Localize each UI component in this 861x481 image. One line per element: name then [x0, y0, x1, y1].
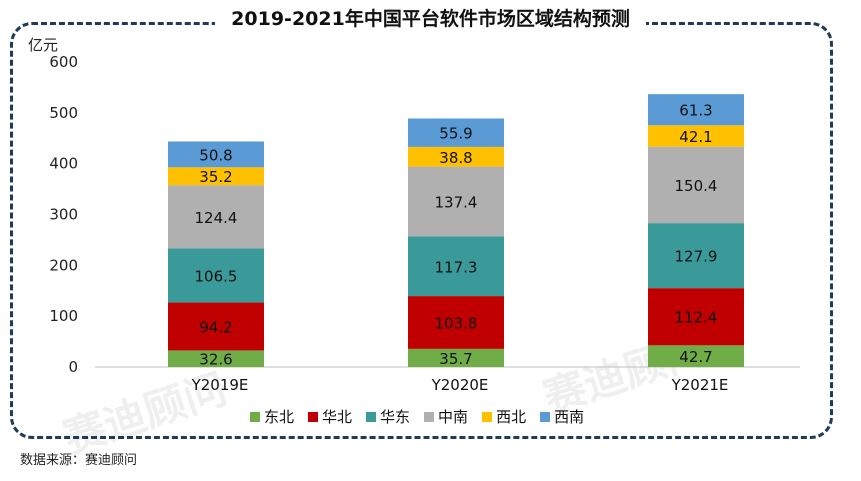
data-label: 42.7	[679, 348, 712, 366]
data-label: 106.5	[195, 267, 238, 285]
legend-item: 东北	[250, 406, 294, 427]
data-source: 数据来源：赛迪顾问	[20, 453, 138, 468]
y-tick-label: 300	[49, 206, 78, 224]
legend: 东北 华北 华东 中南 西北 西南	[250, 406, 584, 427]
bar-segment	[168, 350, 264, 367]
bar-segment	[168, 185, 264, 249]
chart-title: 2019-2021年中国平台软件市场区域结构预测	[215, 8, 646, 30]
bar-segment	[168, 302, 264, 351]
bar-segment	[168, 141, 264, 168]
bar-segment	[648, 94, 744, 126]
chart-title-wrap: 2019-2021年中国平台软件市场区域结构预测	[0, 4, 861, 31]
legend-label: 华北	[322, 408, 353, 426]
data-label: 50.8	[199, 146, 232, 164]
x-category-label: Y2019E	[191, 376, 249, 394]
data-label: 35.2	[199, 168, 232, 186]
y-tick-label: 400	[49, 155, 78, 173]
legend-item: 华东	[366, 406, 410, 427]
data-label: 32.6	[199, 351, 232, 369]
data-label: 124.4	[195, 209, 238, 227]
data-label: 127.9	[675, 248, 718, 266]
data-label: 103.8	[435, 314, 478, 332]
bar-segment	[648, 345, 744, 367]
legend-label: 华东	[380, 408, 411, 426]
data-label: 150.4	[675, 177, 718, 195]
bar-segment	[168, 248, 264, 303]
y-tick-label: 500	[49, 104, 78, 122]
bar-segment	[408, 118, 504, 147]
data-label: 94.2	[199, 318, 232, 336]
y-tick-label: 0	[68, 358, 78, 376]
bar-segment	[408, 166, 504, 237]
data-label: 35.7	[439, 350, 472, 368]
legend-item: 西北	[482, 406, 526, 427]
legend-swatch	[250, 411, 260, 422]
bar-segment	[648, 288, 744, 346]
bar-segment	[408, 296, 504, 349]
bar-segment	[648, 223, 744, 289]
legend-item: 西南	[540, 406, 584, 427]
x-category-label: Y2021E	[671, 376, 729, 394]
data-label: 117.3	[435, 258, 478, 276]
bar-segment	[648, 125, 744, 147]
legend-label: 西北	[496, 408, 527, 426]
y-tick-label: 600	[49, 53, 78, 71]
legend-swatch	[308, 411, 319, 422]
data-label: 42.1	[679, 128, 712, 146]
data-label: 55.9	[439, 125, 472, 143]
legend-swatch	[482, 411, 493, 422]
data-label: 137.4	[435, 194, 478, 212]
data-label: 61.3	[679, 102, 712, 120]
bar-segment	[408, 236, 504, 297]
y-axis-unit: 亿元	[28, 36, 59, 54]
data-label: 112.4	[675, 309, 718, 327]
legend-swatch	[540, 411, 551, 422]
legend-item: 中南	[424, 406, 468, 427]
bar-segment	[648, 146, 744, 224]
legend-label: 东北	[264, 408, 295, 426]
bar-segment	[408, 348, 504, 367]
bar-segment	[168, 167, 264, 186]
legend-item: 华北	[308, 406, 352, 427]
x-category-label: Y2020E	[431, 376, 489, 394]
legend-label: 中南	[438, 408, 469, 426]
y-tick-label: 100	[49, 307, 78, 325]
y-tick-label: 200	[49, 256, 78, 274]
legend-swatch	[366, 411, 377, 422]
data-label: 38.8	[439, 149, 472, 167]
legend-swatch	[424, 411, 435, 422]
legend-label: 西南	[554, 408, 585, 426]
bar-segment	[408, 146, 504, 167]
